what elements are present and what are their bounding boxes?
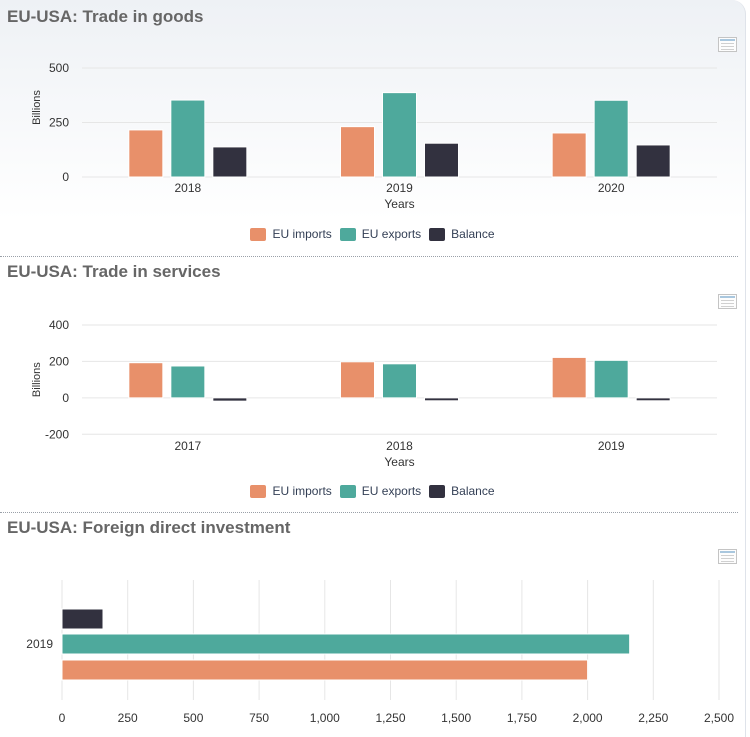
bar-balance bbox=[635, 397, 671, 402]
x-tick-label: 2018 bbox=[386, 439, 413, 453]
bar-eu-imports bbox=[340, 361, 375, 399]
bar-balance bbox=[424, 397, 459, 402]
legend-swatch bbox=[250, 484, 267, 498]
x-tick-label: 2020 bbox=[598, 181, 625, 195]
legend-item-exports[interactable]: EU exports bbox=[339, 227, 422, 241]
y-tick-label: 0 bbox=[62, 170, 69, 184]
x-tick-label: 2017 bbox=[174, 439, 201, 453]
bar-eu-exports bbox=[593, 359, 629, 399]
x-tick-label: 1,500 bbox=[441, 711, 471, 725]
x-axis-title: Years bbox=[384, 197, 414, 211]
bar-balance bbox=[212, 146, 248, 178]
y-tick-label: 400 bbox=[49, 318, 69, 332]
y-tick-label: 250 bbox=[49, 116, 69, 130]
legend-item-balance[interactable]: Balance bbox=[429, 227, 495, 241]
y-tick-label: 0 bbox=[62, 391, 69, 405]
goods-title: EU-USA: Trade in goods bbox=[7, 7, 204, 26]
bar-balance bbox=[61, 608, 104, 630]
x-tick-label: 2019 bbox=[598, 439, 625, 453]
x-tick-label: 250 bbox=[118, 711, 138, 725]
bar-balance bbox=[424, 142, 459, 178]
legend-swatch bbox=[429, 484, 446, 498]
legend-label: EU imports bbox=[272, 227, 332, 241]
section-trade-goods: EU-USA: Trade in goods 0 250 500 Billions 20… bbox=[0, 0, 745, 256]
x-tick-label: 2,250 bbox=[638, 711, 668, 725]
legend-item-exports[interactable]: EU exports bbox=[339, 484, 422, 498]
legend-swatch bbox=[250, 227, 267, 241]
legend-swatch bbox=[339, 484, 356, 498]
x-tick-label: 2018 bbox=[174, 181, 201, 195]
table-view-icon[interactable] bbox=[718, 37, 737, 52]
bar-eu-imports bbox=[340, 126, 375, 178]
legend-label: EU exports bbox=[361, 227, 422, 241]
y-axis-title: Billions bbox=[31, 362, 43, 397]
goods-legend: EU imports EU exports Balance bbox=[0, 227, 745, 241]
x-tick-label: 1,750 bbox=[507, 711, 537, 725]
section-divider bbox=[0, 512, 738, 513]
x-tick-label: 750 bbox=[249, 711, 269, 725]
goods-chart: 0 250 500 Billions 2018 2019 2020 Years bbox=[31, 61, 717, 211]
table-view-icon[interactable] bbox=[718, 549, 737, 564]
bar-eu-exports bbox=[170, 99, 206, 178]
x-axis-title: Years bbox=[384, 455, 414, 469]
legend-label: EU exports bbox=[361, 484, 422, 498]
x-tick-label: 1,250 bbox=[375, 711, 405, 725]
x-tick-label: 2,500 bbox=[704, 711, 734, 725]
bar-balance bbox=[635, 144, 671, 178]
bar-balance bbox=[212, 397, 248, 402]
services-title: EU-USA: Trade in services bbox=[7, 262, 221, 281]
table-view-icon[interactable] bbox=[718, 294, 737, 309]
legend-item-balance[interactable]: Balance bbox=[429, 484, 495, 498]
bar-eu-exports bbox=[382, 92, 417, 178]
bar-eu-imports bbox=[128, 362, 164, 399]
legend-label: Balance bbox=[451, 227, 495, 241]
bar-eu-exports bbox=[170, 365, 206, 399]
legend-swatch bbox=[339, 227, 356, 241]
x-tick-label: 1,000 bbox=[310, 711, 340, 725]
y-tick-label: 500 bbox=[49, 61, 69, 75]
legend-item-imports[interactable]: EU imports bbox=[250, 484, 332, 498]
services-chart: -200 0 200 400 Billions 2017 2018 2019 Years bbox=[31, 318, 717, 469]
fdi-title: EU-USA: Foreign direct investment bbox=[7, 518, 291, 537]
legend-label: Balance bbox=[451, 484, 495, 498]
x-tick-label: 0 bbox=[59, 711, 66, 725]
x-tick-label: 2,000 bbox=[573, 711, 603, 725]
bar-eu-imports bbox=[551, 132, 587, 178]
bar-eu-imports bbox=[128, 129, 164, 178]
bar-eu-exports bbox=[593, 99, 629, 178]
legend-item-imports[interactable]: EU imports bbox=[250, 227, 332, 241]
bar-eu-exports bbox=[61, 633, 631, 655]
y-tick-label: 200 bbox=[49, 354, 69, 368]
y-tick-label: -200 bbox=[45, 427, 69, 441]
y-tick-label: 2019 bbox=[26, 637, 53, 651]
x-tick-label: 500 bbox=[183, 711, 203, 725]
legend-swatch bbox=[429, 227, 446, 241]
section-divider bbox=[0, 256, 738, 257]
services-legend: EU imports EU exports Balance bbox=[0, 484, 745, 498]
bar-eu-imports bbox=[551, 356, 587, 399]
x-tick-label: 2019 bbox=[386, 181, 413, 195]
section-trade-services: EU-USA: Trade in services -200 0 200 400 Bil… bbox=[0, 262, 745, 498]
bar-eu-imports bbox=[61, 659, 589, 681]
bar-eu-exports bbox=[382, 363, 417, 399]
legend-label: EU imports bbox=[272, 484, 332, 498]
y-axis-title: Billions bbox=[31, 90, 43, 125]
